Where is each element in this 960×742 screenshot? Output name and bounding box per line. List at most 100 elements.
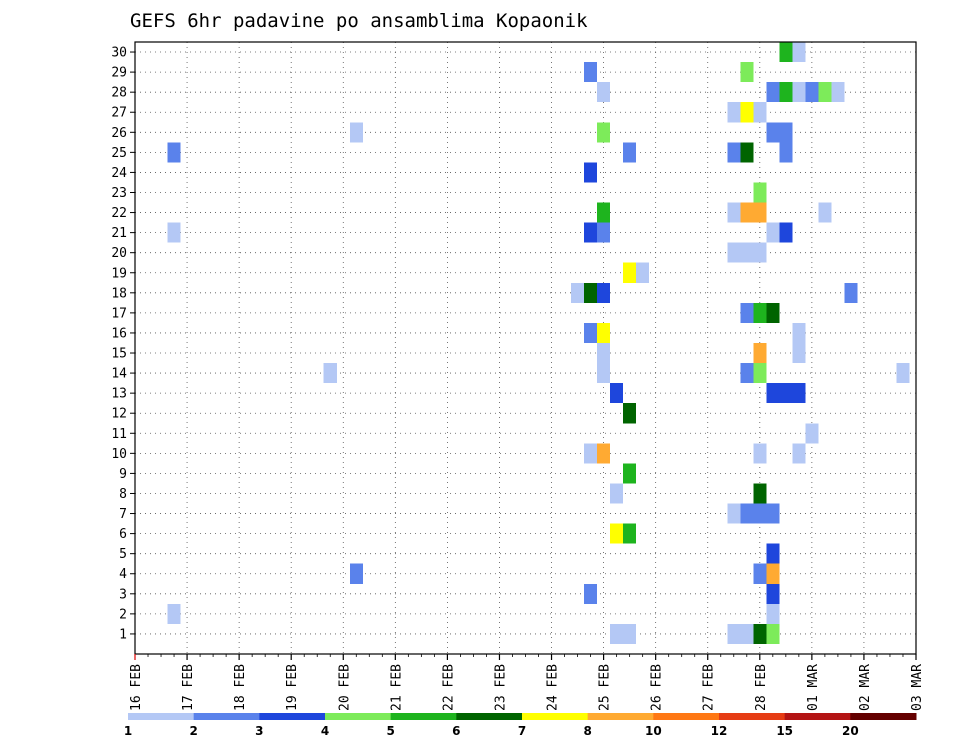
precip-cell: [740, 62, 754, 83]
colorbar-swatch: [325, 713, 392, 720]
colorbar-swatch: [193, 713, 260, 720]
precip-cell: [792, 342, 806, 364]
precip-cell: [753, 503, 767, 524]
colorbar-swatch: [784, 713, 851, 720]
precip-cell: [167, 222, 181, 243]
precip-cell: [766, 623, 780, 644]
precip-cell: [766, 503, 780, 524]
precip-cell: [167, 142, 181, 163]
colorbar-label: 2: [189, 724, 197, 738]
precip-cell: [597, 443, 611, 464]
colorbar-label: 15: [776, 724, 793, 738]
colorbar-swatch: [850, 713, 917, 720]
y-tick-label: 6: [119, 527, 127, 542]
precip-cell: [597, 282, 611, 303]
precip-cell: [766, 563, 780, 584]
precip-cell: [740, 503, 754, 524]
y-tick-label: 22: [111, 206, 127, 221]
precip-cell: [831, 82, 845, 103]
precip-cell: [597, 342, 611, 364]
precip-cell: [805, 82, 819, 103]
precip-cell: [766, 302, 780, 323]
precip-cell: [792, 383, 806, 404]
x-tick-label: 03 MAR: [910, 664, 925, 711]
x-tick-label: 27 FEB: [702, 664, 717, 711]
precip-cell: [349, 563, 363, 584]
colorbar-swatch: [456, 713, 523, 720]
y-tick-label: 29: [111, 66, 127, 81]
precip-cell: [349, 122, 363, 143]
colorbar-swatch: [390, 713, 457, 720]
precip-cell: [779, 122, 793, 143]
x-tick-label: 21 FEB: [389, 664, 404, 711]
colorbar-swatch: [719, 713, 786, 720]
precip-cell: [740, 623, 754, 644]
precip-cell: [779, 142, 793, 163]
colorbar-label: 6: [452, 724, 460, 738]
precip-cell: [623, 142, 637, 163]
precip-cell: [753, 242, 767, 263]
precip-cell: [844, 282, 858, 303]
precip-cell: [792, 82, 806, 103]
precip-cell: [727, 242, 741, 263]
precip-cell: [753, 342, 767, 364]
precip-cell: [623, 523, 637, 544]
colorbar-label: 3: [255, 724, 263, 738]
x-tick-label: 28 FEB: [754, 664, 769, 711]
precip-cell: [623, 623, 637, 644]
precip-cell: [766, 583, 780, 604]
precip-cell: [323, 363, 337, 384]
precip-cell: [740, 302, 754, 323]
x-tick-label: 16 FEB: [129, 664, 144, 711]
y-tick-label: 12: [111, 407, 127, 422]
precip-cell: [727, 202, 741, 223]
precip-cell: [779, 42, 793, 63]
colorbar-label: 4: [321, 724, 329, 738]
precip-cell: [597, 122, 611, 143]
precip-cell: [584, 62, 598, 83]
precip-cell: [753, 102, 767, 123]
precip-cell: [792, 322, 806, 343]
y-tick-label: 7: [119, 507, 127, 522]
colorbar-swatch: [653, 713, 720, 720]
precip-cell: [610, 483, 624, 504]
precip-cell: [753, 623, 767, 644]
colorbar-label: 12: [711, 724, 728, 738]
y-tick-label: 9: [119, 467, 127, 482]
precip-cell: [597, 322, 611, 343]
chart-title: GEFS 6hr padavine po ansamblima Kopaonik: [130, 10, 588, 32]
x-tick-label: 23 FEB: [493, 664, 508, 711]
precip-cell: [597, 82, 611, 103]
precip-cell: [727, 142, 741, 163]
precip-cell: [623, 262, 637, 283]
y-tick-label: 5: [119, 547, 127, 562]
precip-cell: [597, 363, 611, 384]
precip-cell: [610, 383, 624, 404]
y-axis: 1234567891011121314151617181920212223242…: [111, 46, 135, 642]
precip-cell: [779, 82, 793, 103]
x-tick-label: 01 MAR: [806, 664, 821, 711]
precip-cell: [740, 102, 754, 123]
y-tick-label: 17: [111, 306, 127, 321]
x-axis: 16 FEB 17 FEB 18 FEB 19 FEB 20 FEB 21 FEB 22 F…: [129, 654, 925, 711]
precip-cell: [584, 322, 598, 343]
precip-cell: [610, 523, 624, 544]
precip-cell: [610, 623, 624, 644]
precip-cell: [766, 222, 780, 243]
x-tick-label: 24 FEB: [546, 664, 561, 711]
y-tick-label: 3: [119, 587, 127, 602]
precip-cell: [766, 122, 780, 143]
y-tick-label: 25: [111, 146, 127, 161]
precip-cell: [766, 82, 780, 103]
colorbar-label: 20: [842, 724, 859, 738]
y-tick-label: 15: [111, 347, 127, 362]
y-tick-label: 14: [111, 367, 127, 382]
y-tick-label: 21: [111, 226, 127, 241]
precip-cell: [167, 603, 181, 624]
y-tick-label: 28: [111, 86, 127, 101]
heatmap-cells: [167, 42, 910, 644]
y-tick-label: 19: [111, 266, 127, 281]
grid-lines: [134, 42, 917, 654]
y-tick-label: 16: [111, 326, 127, 341]
